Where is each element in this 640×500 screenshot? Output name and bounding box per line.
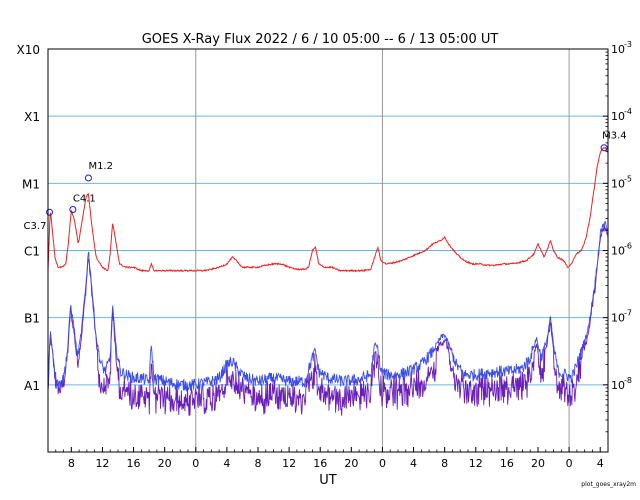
y-right-label: 10: [611, 379, 625, 392]
flare-marker-label: C4.1: [73, 194, 96, 205]
x-tick-label: 0: [192, 457, 199, 470]
flare-marker-label: M1.2: [88, 161, 113, 172]
x-tick-label: 8: [441, 457, 448, 470]
x-tick-label: 12: [469, 457, 483, 470]
y-right-label-exponent: -6: [624, 242, 632, 251]
series-short-line: [47, 221, 609, 392]
x-tick-label: 4: [223, 457, 230, 470]
series-long-line: [47, 146, 609, 273]
x-tick-label: 12: [282, 457, 296, 470]
x-tick-label: 4: [597, 457, 604, 470]
x-tick-label: 12: [95, 457, 109, 470]
y-left-label: M1: [22, 177, 40, 191]
x-tick-label: 20: [344, 457, 358, 470]
chart-title: GOES X-Ray Flux 2022 / 6 / 10 05:00 -- 6…: [142, 32, 499, 47]
y-right-label-exponent: -3: [624, 40, 632, 49]
flare-marker: [84, 174, 92, 182]
y-left-label: A1: [24, 379, 40, 393]
y-right-label: 10: [611, 177, 625, 190]
flare-marker: [69, 206, 77, 214]
y-right-label-exponent: -8: [624, 376, 632, 385]
x-axis-label: UT: [319, 473, 337, 488]
y-left-label: C1: [24, 245, 40, 259]
y-left-label: X10: [17, 43, 41, 57]
flare-marker: [46, 208, 54, 216]
x-tick-label: 16: [127, 457, 141, 470]
y-left-label: B1: [24, 312, 40, 326]
x-tick-label: 4: [410, 457, 417, 470]
footer-label: plot_goes_xray2m: [581, 481, 636, 488]
y-right-label-exponent: -4: [624, 107, 632, 116]
series-short-alt-line: [47, 225, 609, 416]
x-tick-label: 20: [531, 457, 545, 470]
y-left-label: X1: [24, 110, 40, 124]
x-tick-label: 20: [158, 457, 172, 470]
y-right-label: 10: [611, 110, 625, 123]
x-tick-label: 8: [255, 457, 262, 470]
flare-marker-label: M3.4: [602, 131, 627, 142]
x-tick-label: 0: [566, 457, 573, 470]
flare-marker: [600, 144, 608, 152]
y-right-label: 10: [611, 245, 625, 258]
y-right-label: 10: [611, 43, 625, 56]
x-tick-label: 16: [313, 457, 327, 470]
x-tick-label: 8: [68, 457, 75, 470]
x-tick-label: 0: [379, 457, 386, 470]
y-right-label-exponent: -7: [624, 309, 632, 318]
x-tick-label: 16: [500, 457, 514, 470]
flare-marker-label: C3.7: [24, 221, 47, 232]
y-right-label-exponent: -5: [624, 174, 632, 183]
y-right-label: 10: [611, 312, 625, 325]
